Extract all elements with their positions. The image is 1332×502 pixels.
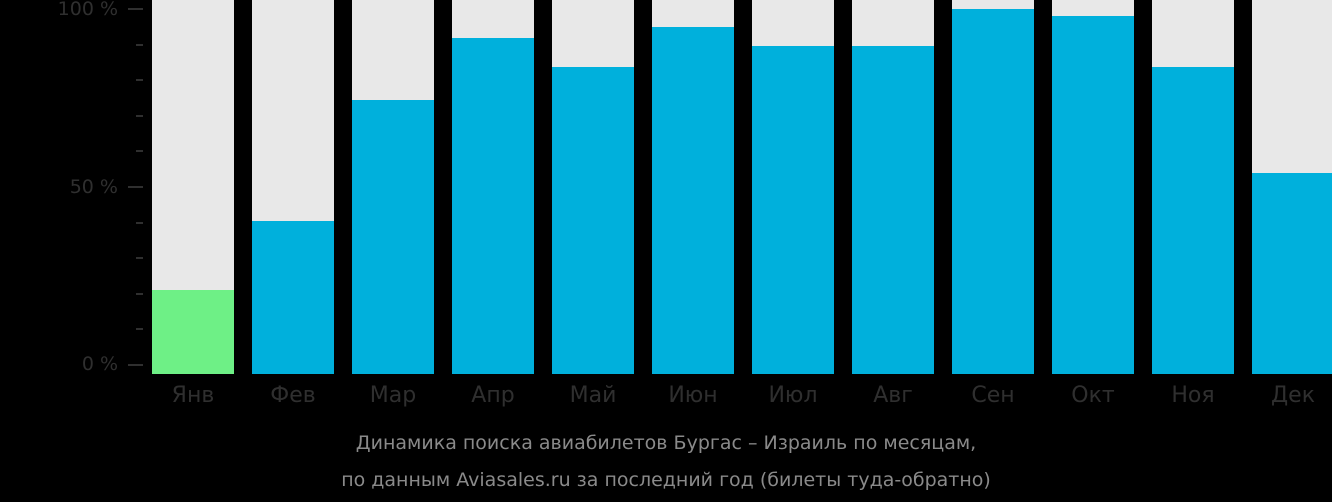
x-tick-label: Ноя	[1171, 383, 1215, 408]
bar-7	[852, 45, 934, 374]
y-tick	[128, 364, 143, 366]
y-tick	[128, 186, 143, 188]
bar-9	[1052, 16, 1134, 374]
bar-8	[952, 9, 1034, 374]
x-tick-label: Апр	[471, 383, 515, 408]
y-tick	[136, 114, 143, 117]
bar-6	[752, 45, 834, 374]
x-tick-label: Сен	[971, 383, 1015, 408]
x-tick-label: Июн	[668, 383, 718, 408]
chart-title: Динамика поиска авиабилетов Бургас – Изр…	[355, 432, 977, 454]
bar-track	[1152, 0, 1234, 374]
y-tick	[136, 79, 143, 82]
bar-track	[952, 0, 1034, 374]
x-tick-label: Май	[569, 383, 617, 408]
y-tick	[128, 8, 143, 10]
bar-track	[752, 0, 834, 374]
y-tick-label-0: 0 %	[81, 353, 118, 375]
x-tick-label: Мар	[369, 383, 417, 408]
bar-track	[252, 0, 334, 374]
x-tick-label: Авг	[873, 383, 913, 408]
x-tick-label: Окт	[1071, 383, 1115, 408]
bar-4	[552, 67, 634, 374]
y-tick	[136, 328, 143, 331]
bar-11	[1252, 173, 1332, 374]
x-tick-label: Июл	[768, 383, 818, 408]
chart-subtitle: по данным Aviasales.ru за последний год …	[341, 469, 991, 491]
y-tick	[136, 257, 143, 260]
y-tick	[136, 292, 143, 295]
bar-track	[152, 0, 234, 374]
bar-track	[352, 0, 434, 374]
bar-10	[1152, 67, 1234, 374]
bar-track	[652, 0, 734, 374]
bar-track	[852, 0, 934, 374]
bar-track	[1252, 0, 1332, 374]
y-tick-label-50: 50 %	[69, 176, 118, 198]
bar-2	[352, 100, 434, 374]
y-tick	[136, 43, 143, 46]
bar-1	[252, 220, 334, 374]
y-tick	[136, 150, 143, 153]
x-tick-label: Фев	[270, 383, 316, 408]
x-tick-label: Дек	[1270, 383, 1315, 408]
bar-track	[552, 0, 634, 374]
y-tick	[136, 221, 143, 224]
bar-0	[152, 290, 234, 374]
bar-track	[452, 0, 534, 374]
bar-5	[652, 27, 734, 374]
y-tick-label-100: 100 %	[57, 0, 118, 20]
bar-track	[1052, 0, 1134, 374]
x-tick-label: Янв	[171, 383, 215, 408]
bar-3	[452, 38, 534, 374]
